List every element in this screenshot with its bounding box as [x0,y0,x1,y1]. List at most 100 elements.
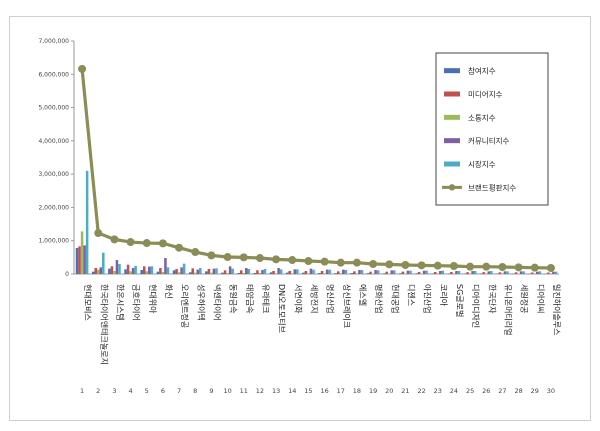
bar-시장지수 [522,271,525,274]
x-category-label: 일진하이솔루스 [552,284,562,336]
x-index-label: 20 [385,387,393,395]
x-index-label: 24 [450,387,458,395]
bar-시장지수 [538,271,542,274]
point-브랜드평판지수 [433,261,442,270]
point-브랜드평판지수 [514,263,523,272]
point-브랜드평판지수 [288,256,297,265]
bar-미디어지수 [207,269,211,274]
bar-소통지수 [96,269,100,274]
bar-시장지수 [441,270,445,274]
x-index-label: 2 [96,387,100,395]
legend-swatch-미디어지수 [444,91,460,97]
y-tick-label: 2,000,000 [38,204,69,211]
bar-커뮤니티지수 [342,269,345,274]
x-index-label: 14 [288,387,296,395]
x-category-label: 아진산업 [423,284,433,313]
x-index-label: 13 [272,387,280,395]
bar-시장지수 [328,269,331,274]
bar-미디어지수 [417,272,421,274]
x-category-label: 세방전지 [309,284,319,313]
x-category-label: 현대모비스 [83,284,92,321]
x-category-label: 오리엔트정공 [180,284,190,328]
bar-커뮤니티지수 [471,271,474,274]
x-category-label: 서연이화 [293,284,303,314]
bar-참여지수 [156,271,160,274]
x-category-label: 한온시스템 [115,284,125,321]
bar-커뮤니티지수 [180,267,183,274]
x-index-label: 10 [223,387,231,395]
legend-swatch-시장지수 [444,161,460,167]
bar-시장지수 [376,270,380,274]
bar-참여지수 [172,270,176,274]
x-category-label: 금호타이어 [132,284,142,321]
bar-참여지수 [205,271,208,274]
bar-참여지수 [318,273,321,274]
x-index-label: 11 [240,387,248,395]
legend-box [435,52,549,206]
bar-미디어지수 [369,271,372,274]
legend-swatch-참여지수 [444,68,460,74]
bar-시장지수 [166,267,170,274]
x-index-label: 21 [401,387,409,395]
point-브랜드평판지수 [126,238,135,247]
y-tick-label: 0 [65,271,69,278]
bar-참여지수 [415,273,418,274]
point-브랜드평판지수 [320,257,329,266]
x-index-label: 12 [256,387,264,395]
x-index-label: 16 [320,387,328,395]
bar-커뮤니티지수 [536,271,539,274]
point-브랜드평판지수 [449,262,458,271]
x-index-label: 18 [353,387,361,395]
bar-참여지수 [382,273,386,274]
bar-시장지수 [215,268,218,274]
x-index-label: 22 [417,387,425,395]
bar-소통지수 [193,272,197,274]
bar-참여지수 [302,272,305,274]
legend-label: 소통지수 [468,113,496,122]
x-category-label: 유니온머티리얼 [503,284,513,336]
x-index-label: 30 [547,387,555,395]
x-category-label: 동원금속 [229,284,238,313]
point-브랜드평판지수 [158,239,167,248]
bar-커뮤니티지수 [455,271,458,274]
legend-label: 미디어지수 [468,89,503,99]
x-category-label: 평화산업 [374,284,384,313]
bar-미디어지수 [401,271,405,274]
bar-시장지수 [425,270,428,274]
bar-참여지수 [108,268,111,274]
x-category-label: 태양금속 [245,284,254,313]
x-index-label: 9 [209,387,213,395]
point-브랜드평판지수 [369,260,378,269]
point-브랜드평판지수 [546,264,555,273]
bar-커뮤니티지수 [115,260,119,274]
point-브랜드평판지수 [530,263,539,272]
bar-커뮤니티지수 [277,268,280,274]
bar-커뮤니티지수 [164,258,167,274]
point-브랜드평판지수 [255,254,264,263]
bar-시장지수 [263,269,267,274]
point-브랜드평판지수 [110,235,119,244]
bar-참여지수 [285,272,289,274]
bar-미디어지수 [94,268,97,274]
bar-미디어지수 [256,270,259,274]
point-브랜드평판지수 [239,253,248,262]
bar-소통지수 [210,272,213,274]
x-index-label: 3 [112,387,116,395]
bar-소통지수 [339,273,343,274]
bar-커뮤니티지수 [245,268,248,274]
point-브랜드평판지수 [175,243,184,252]
bar-커뮤니티지수 [325,269,329,274]
x-category-label: 디아이씨 [536,284,546,313]
point-브랜드평판지수 [78,64,87,73]
bar-미디어지수 [288,271,291,274]
x-index-label: 1 [80,387,84,395]
x-category-label: 현대위아 [148,284,158,314]
bar-커뮤니티지수 [148,266,151,274]
bar-소통지수 [129,271,132,274]
bar-미디어지수 [272,271,275,274]
chart-frame: 0 1,000,000 2,000,000 3,000,000 4,000,000 5,0… [9,16,591,421]
y-tick-label: 3,000,000 [38,171,69,178]
bar-커뮤니티지수 [83,245,86,274]
x-category-label: 유라테크 [261,284,270,313]
x-category-label: 넥센타이어 [212,284,222,321]
